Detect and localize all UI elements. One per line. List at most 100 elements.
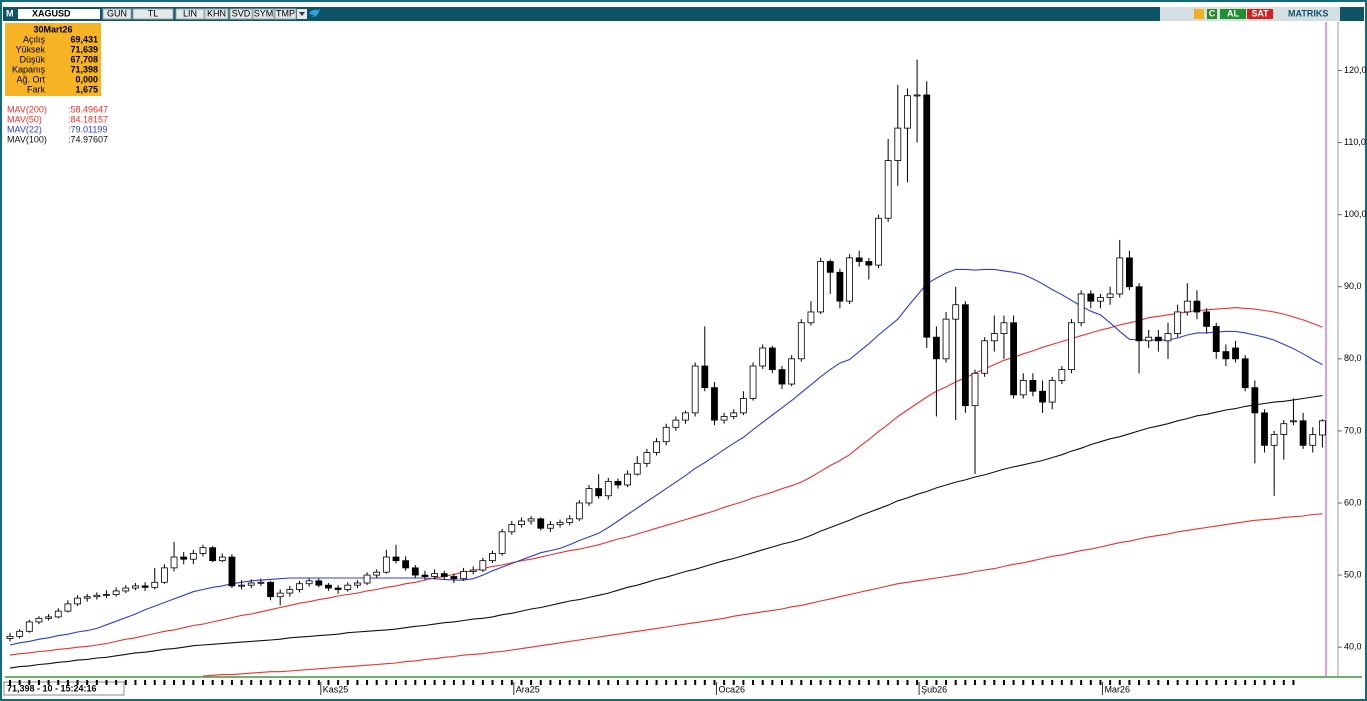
candle-body xyxy=(1116,257,1124,295)
candle-body xyxy=(247,582,255,586)
candle-body xyxy=(865,261,873,266)
y-tick-label: 80,0 xyxy=(1344,353,1362,363)
status-box xyxy=(3,681,125,696)
candle-body xyxy=(440,573,448,577)
candle-body xyxy=(1097,297,1104,302)
info-value: 1,675 xyxy=(75,84,98,94)
candle-body xyxy=(382,556,390,573)
candle-body xyxy=(1299,420,1307,446)
legend-name: MAV(50) xyxy=(7,114,42,124)
toolbar-button[interactable] xyxy=(132,8,174,20)
candle-body xyxy=(305,580,313,585)
twitter-icon[interactable] xyxy=(309,9,320,17)
x-tick-label: Oca26 xyxy=(718,684,745,694)
symbol-box[interactable] xyxy=(18,9,100,19)
toolbar xyxy=(3,7,1364,21)
candle-body xyxy=(778,369,786,385)
candle-body xyxy=(209,547,217,562)
candle-body xyxy=(421,574,429,577)
legend-value: :84.18157 xyxy=(68,114,108,124)
candle-body xyxy=(479,560,487,571)
candle-body xyxy=(1029,380,1037,392)
candle-body xyxy=(469,569,477,572)
candle-body xyxy=(1106,293,1114,298)
candle-body xyxy=(1319,420,1326,436)
toolbar-button[interactable] xyxy=(229,8,253,20)
candle-body xyxy=(933,336,940,360)
toolbar-button[interactable] xyxy=(274,8,297,20)
candle-body xyxy=(672,419,680,428)
candle-body xyxy=(575,502,583,520)
candle-body xyxy=(93,594,101,598)
candle-body xyxy=(1309,434,1317,446)
candle-body xyxy=(334,587,342,590)
trade-button[interactable] xyxy=(1247,9,1273,19)
trade-button-label[interactable]: C xyxy=(1209,8,1216,18)
toolbar-button-label[interactable]: GUN xyxy=(107,8,127,18)
candle-body xyxy=(83,596,91,599)
candle-body xyxy=(257,581,265,584)
candle-body xyxy=(711,387,718,421)
legend-name: MAV(200) xyxy=(7,104,47,114)
candle-body xyxy=(189,553,197,560)
candle-body xyxy=(547,524,554,529)
info-value: 69,431 xyxy=(70,34,98,44)
legend-value: :74.97607 xyxy=(68,134,108,144)
candle-body xyxy=(431,573,439,577)
toolbar-button-label[interactable]: SYM xyxy=(254,8,274,18)
candle-body xyxy=(884,160,892,219)
x-tick-label: Mar26 xyxy=(1104,684,1130,694)
toolbar-button[interactable] xyxy=(102,8,132,20)
toolbar-button-label[interactable]: LIN xyxy=(183,8,197,18)
candle-body xyxy=(1222,351,1230,360)
y-tick-label: 110,0 xyxy=(1344,137,1366,147)
toolbar-button[interactable] xyxy=(252,8,275,20)
trade-button[interactable] xyxy=(1207,9,1217,19)
y-tick-label: 70,0 xyxy=(1344,425,1362,435)
candle-body xyxy=(1154,336,1162,342)
candle-body xyxy=(720,416,728,421)
toolbar-button-label[interactable]: TMP xyxy=(276,8,295,18)
candle-body xyxy=(1164,333,1172,342)
candle-body xyxy=(450,576,458,580)
moving-average-line xyxy=(9,307,1323,656)
trade-button[interactable] xyxy=(1220,9,1246,19)
dropdown-arrow[interactable] xyxy=(299,12,305,16)
candle-body xyxy=(653,441,660,453)
candle-body xyxy=(1077,293,1085,324)
flash-icon[interactable] xyxy=(1194,9,1204,19)
candle-body xyxy=(961,304,969,407)
candle-body xyxy=(1290,420,1297,423)
candle-body xyxy=(112,590,120,595)
toolbar-button-label[interactable]: KHN xyxy=(207,8,226,18)
candle-body xyxy=(913,94,921,97)
moving-average-line xyxy=(9,395,1323,669)
candle-body xyxy=(103,594,110,596)
toolbar-button[interactable] xyxy=(204,8,229,20)
legend-name: MAV(100) xyxy=(7,134,47,144)
trade-button-label[interactable]: AL xyxy=(1227,8,1239,18)
candle-body xyxy=(64,603,72,612)
candle-body xyxy=(460,571,467,580)
x-tick-label: Kas25 xyxy=(323,684,349,694)
info-label: Ağ. Ort xyxy=(16,74,45,84)
info-label: Düşük xyxy=(19,54,45,64)
symbol[interactable]: XAGUSD xyxy=(32,8,71,18)
candle-body xyxy=(1135,286,1143,342)
candle-body xyxy=(353,582,361,586)
info-label: Açılış xyxy=(23,34,46,44)
candle-body xyxy=(1145,336,1153,342)
candle-body xyxy=(402,560,410,569)
candle-body xyxy=(624,473,631,486)
candle-body xyxy=(228,556,236,587)
candle-body xyxy=(218,556,226,562)
legend-name: MAV(22) xyxy=(7,124,42,134)
toolbar-button-label[interactable]: TL xyxy=(148,8,159,18)
toolbar-button-label[interactable]: SVD xyxy=(232,8,251,18)
toolbar-button[interactable] xyxy=(175,8,205,20)
info-value: 0,000 xyxy=(75,74,98,84)
candle-body xyxy=(54,610,62,618)
trade-button-label[interactable]: SAT xyxy=(1251,8,1269,18)
status-text: 71,398 - 10 - 15:24:16 xyxy=(7,683,97,693)
